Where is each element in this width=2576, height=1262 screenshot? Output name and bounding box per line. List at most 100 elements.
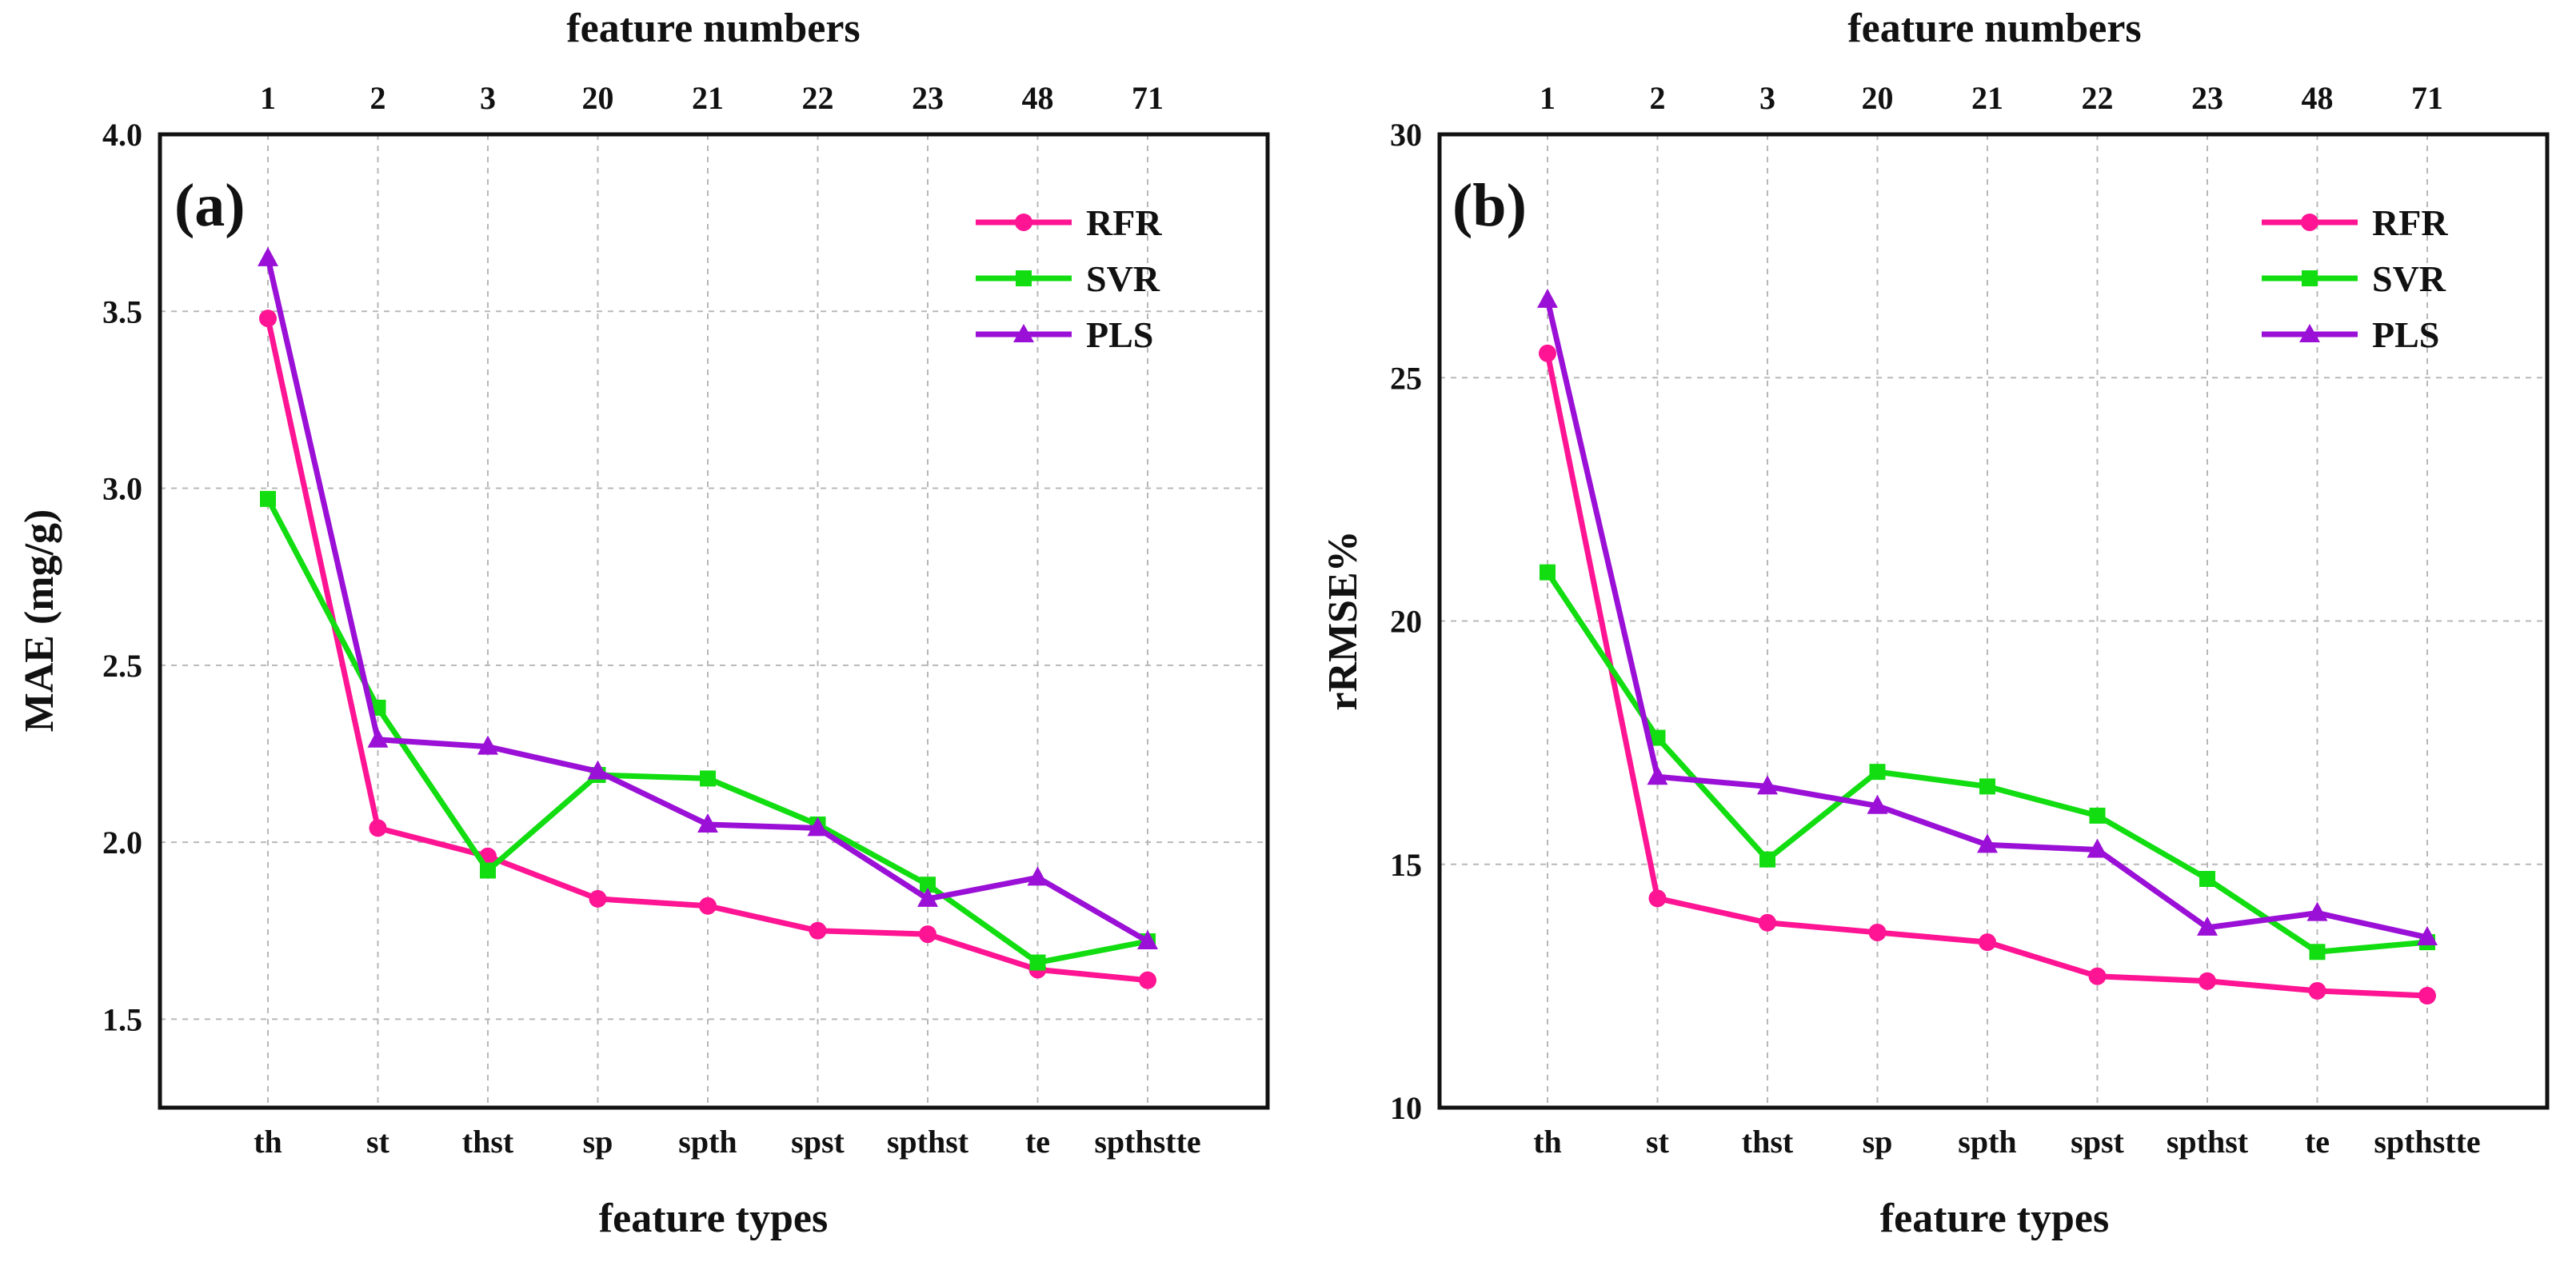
panel-b-pls-point-thst [1757,775,1778,795]
panel-b-x-tick-te: te [2305,1124,2330,1160]
panel-b-rfr-point-thst [1759,913,1776,932]
panel-a-y-tick-1-5: 1.5 [102,1001,142,1037]
panel-b-plot-frame [1437,132,2550,1110]
panel-a-pls-point-spst [807,817,829,837]
panel-a-pls-point-spth [697,813,718,833]
panel-a-top-tick-48: 48 [1022,80,1054,116]
panel-a-pls-point-th [258,246,278,266]
panel-a-label: (a) [174,172,246,239]
panel-a-top-tick-3: 3 [480,80,496,116]
panel-b-rfr-point-spthst [2199,972,2216,990]
panel-a-svr-point-th [260,490,276,507]
panel-a-y-tick-4-0: 4.0 [102,117,142,153]
panel-b-series [1537,288,2438,1005]
panel-b-top-tick-48: 48 [2302,80,2334,116]
panel-a-svr-point-te [1029,954,1046,971]
panel-b-top-ticks: 1 2 3 20 21 22 23 48 71 [1540,80,2443,116]
panel-b-svr-point-spst [2089,807,2106,824]
panel-b-pls-point-th [1537,288,1558,308]
panel-a-top-tick-21: 21 [692,80,724,116]
panel-a-x-tick-spth: spth [678,1124,737,1160]
panel-b-y-tick-30: 30 [1390,117,1422,153]
panel-b-rfr-point-sp [1868,923,1887,941]
panel-a-svr-point-thst [480,862,496,879]
panel-a-legend-pls-marker [1013,324,1034,342]
panel-b-rfr-point-th [1539,344,1556,362]
panel-a-x-ticks: th st thst sp spth spst spthst te spthstte [254,1124,1200,1160]
panel-b-y-ticks: 10 15 20 25 30 [1390,117,1422,1126]
panel-a-rfr-point-spthst [919,925,937,944]
panel-a-top-ticks: 1 2 3 20 21 22 23 48 71 [260,80,1164,116]
panel-b-top-axis-title: feature numbers [1847,6,2141,51]
panel-b-x-tick-st: st [1646,1124,1670,1160]
panel-b-x-axis-title: feature types [1880,1196,2109,1241]
panel-b-y-tick-20: 20 [1390,604,1422,640]
panel-a-pls-point-spthstte [1137,930,1158,950]
panel-b-x-tick-th: th [1533,1124,1562,1160]
panel-b-top-tick-71: 71 [2411,80,2443,116]
panel-a-rfr-point-spst [809,921,827,940]
panel-b-rfr-point-st [1648,889,1667,908]
panel-a-y-axis-title: MAE (mg/g) [17,509,62,733]
panel-a-x-tick-spthstte: spthstte [1094,1124,1200,1160]
panel-b-svr-point-spthst [2199,871,2215,888]
panel-a-legend-rfr-text: RFR [1086,202,1162,243]
panel-b-svr-point-th [1540,564,1556,581]
panel-b-svr-point-te [2309,944,2326,960]
panel-b-pls-point-spth [1977,833,1998,853]
panel-a-rfr-point-spth [699,897,717,915]
panel-b-x-ticks: th st thst sp spth spst spthst te spthstte [1533,1124,2480,1160]
panel-b-svr-point-sp [1869,764,1886,781]
panel-a-top-tick-20: 20 [582,80,614,116]
panel-b-top-tick-22: 22 [2082,80,2114,116]
panel-a-svr-point-spthst [920,877,936,893]
panel-b-top-tick-21: 21 [1971,80,2003,116]
panel-a-rfr-point-spthstte [1139,971,1156,989]
panel-b-legend: RFR SVR PLS [2262,202,2448,355]
panel-b-y-tick-10: 10 [1390,1090,1422,1126]
panel-a-rfr-point-st [369,819,387,837]
panel-a-top-tick-23: 23 [912,80,944,116]
panel-a-top-tick-71: 71 [1132,80,1164,116]
panel-a-pls-point-spthst [917,887,938,907]
panel-b-legend-svr-marker [2302,270,2318,286]
panel-b-x-tick-spth: spth [1958,1124,2016,1160]
panel-b-legend-rfr-marker [2301,214,2318,231]
panel-b-y-tick-25: 25 [1390,360,1422,396]
panel-a-x-tick-sp: sp [583,1124,613,1160]
panel-b-top-tick-2: 2 [1650,80,1666,116]
panel-a-y-ticks: 1.5 2.0 2.5 3.0 3.5 4.0 [102,117,142,1037]
panel-b-x-tick-spst: spst [2071,1124,2124,1160]
panel-a-series [258,246,1158,989]
panel-a-legend: RFR SVR PLS [976,202,1162,355]
panel-a-top-tick-1: 1 [260,80,276,116]
panel-b-x-tick-spthstte: spthstte [2374,1124,2480,1160]
panel-a-y-tick-3-0: 3.0 [102,471,142,507]
panel-b-top-tick-3: 3 [1759,80,1775,116]
panel-a-y-tick-2-5: 2.5 [102,648,142,684]
panel-b-pls-point-spthstte [2417,926,2438,946]
panel-b-x-tick-thst: thst [1742,1124,1794,1160]
panel-a-x-tick-st: st [366,1124,390,1160]
panel-b-rfr-point-te [2308,981,2326,1000]
panel-a-pls-point-st [367,728,389,748]
panel-a-top-tick-22: 22 [802,80,834,116]
panel-a-pls-point-te [1027,866,1048,886]
panel-a-svr-point-spth [700,770,716,787]
panel-b-top-tick-20: 20 [1862,80,1894,116]
panel-b-top-tick-23: 23 [2191,80,2223,116]
panel-a-x-tick-spthst: spthst [887,1124,969,1160]
panel-a-x-tick-spst: spst [791,1124,845,1160]
panel-a-x-tick-te: te [1025,1124,1050,1160]
panel-b-rfr-point-spst [2088,967,2107,985]
panel-b-top-tick-1: 1 [1540,80,1556,116]
panel-a-legend-svr-text: SVR [1086,258,1160,299]
panel-a-rfr-point-th [259,310,277,328]
panel-b-pls-point-st [1647,765,1668,785]
panel-a-top-tick-2: 2 [370,80,386,116]
panel-a-legend-rfr-marker [1015,214,1032,231]
panel-b-legend-pls-marker [2299,324,2320,342]
panel-a-rfr-point-sp [589,889,607,908]
